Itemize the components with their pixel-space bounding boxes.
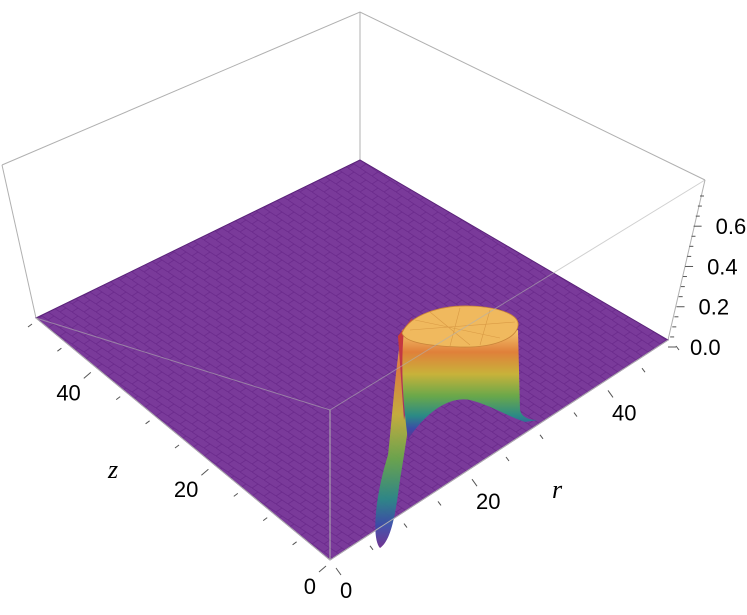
- z-tick: [83, 372, 92, 379]
- z-tick: [201, 468, 209, 476]
- r-tick-label: 20: [476, 489, 500, 514]
- value-tick-label: 0.2: [699, 295, 730, 320]
- r-tick: [335, 567, 342, 576]
- bounding-box-front: [35, 179, 706, 561]
- bounding-box-back: [1, 11, 706, 341]
- z-axis-label: z: [107, 455, 118, 484]
- value-axis-labels: 0.0 0.2 0.4 0.6: [690, 214, 746, 360]
- value-tick-label: 0.6: [716, 214, 747, 239]
- z-tick: [262, 517, 268, 521]
- r-tick: [403, 523, 408, 528]
- value-tick-label: 0.0: [690, 335, 721, 360]
- r-tick-label: 0: [340, 578, 352, 603]
- value-tick-label: 0.4: [707, 254, 738, 279]
- r-tick: [539, 434, 544, 440]
- z-tick: [318, 565, 327, 573]
- r-axis-label: r: [552, 475, 563, 504]
- value-axis-ticks: [668, 195, 704, 348]
- r-tick: [505, 456, 510, 462]
- z-tick-label: 20: [174, 477, 198, 502]
- r-tick: [471, 478, 478, 487]
- r-tick-label: 40: [612, 400, 636, 425]
- z-tick: [115, 396, 121, 401]
- r-axis-labels: 0 20 40: [340, 400, 636, 603]
- r-tick: [573, 412, 578, 417]
- z-axis-ticks: [27, 323, 327, 573]
- z-tick: [27, 323, 33, 328]
- z-tick: [174, 444, 180, 449]
- r-tick: [607, 390, 614, 398]
- surface-plateau: [375, 305, 538, 548]
- z-tick: [57, 347, 62, 352]
- z-tick: [292, 541, 297, 546]
- z-tick: [233, 492, 239, 497]
- z-axis-labels: 0 20 40: [56, 380, 316, 599]
- surface-base-plane: [35, 159, 669, 561]
- z-tick-label: 40: [56, 380, 80, 405]
- r-tick: [675, 345, 680, 351]
- r-tick: [369, 545, 374, 551]
- r-tick: [641, 367, 646, 373]
- r-axis-ticks: [335, 345, 680, 576]
- z-tick: [145, 420, 150, 425]
- r-tick: [437, 501, 442, 506]
- plateau-wall: [402, 330, 538, 440]
- z-tick-label: 0: [304, 574, 316, 599]
